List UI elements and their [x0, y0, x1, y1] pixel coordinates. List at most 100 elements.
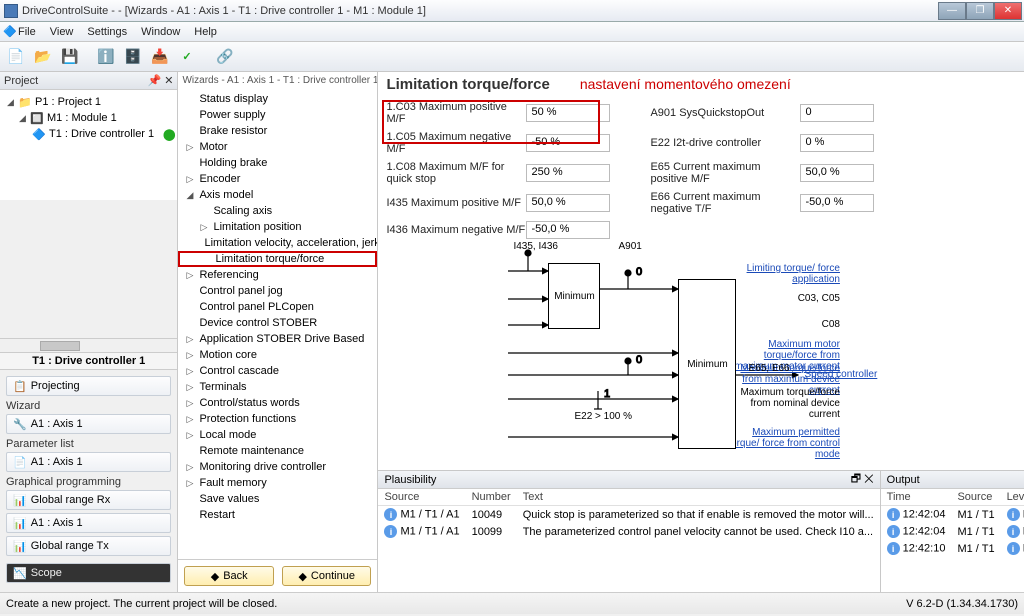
cfg-item[interactable]: ▷Monitoring drive controller	[178, 459, 377, 475]
cfg-item[interactable]: ▷Motion core	[178, 347, 377, 363]
cfg-item[interactable]: ▷Local mode	[178, 427, 377, 443]
param-label: 1.C05 Maximum negative M/F	[386, 131, 526, 155]
window-title: DriveControlSuite - - [Wizards - A1 : Ax…	[18, 5, 938, 17]
cfg-item[interactable]: Status display	[178, 91, 377, 107]
cfg-item[interactable]: ▷Fault memory	[178, 475, 377, 491]
cfg-item[interactable]: Holding brake	[178, 155, 377, 171]
page-title: Limitation torque/force	[386, 76, 549, 93]
gp-label: Graphical programming	[6, 476, 171, 488]
block-diagram: 0 0 1 I435, I436 A901 Limiting torque/ f…	[378, 241, 1024, 470]
param-value-r[interactable]: 0	[800, 104, 874, 122]
check-button[interactable]: ✓	[175, 45, 199, 69]
cfg-item[interactable]: ▷Application STOBER Drive Based	[178, 331, 377, 347]
cfg-item[interactable]: Scaling axis	[178, 203, 377, 219]
limiting-app-link[interactable]: Limiting torque/ force application	[747, 263, 840, 285]
param-value-r[interactable]: 0 %	[800, 134, 874, 152]
tree-drive[interactable]: 🔷T1 : Drive controller 1⬤	[2, 126, 175, 142]
cfg-item[interactable]: ▷Limitation position	[178, 219, 377, 235]
info-button[interactable]: ℹ️	[94, 45, 118, 69]
paramlist-label: Parameter list	[6, 438, 171, 450]
cfg-item[interactable]: ▷Control/status words	[178, 395, 377, 411]
output-table[interactable]: TimeSourceLevelTexti12:42:04M1 / T1iInfo…	[881, 489, 1024, 557]
gp-tx-button[interactable]: 📊 Global range Tx	[6, 536, 171, 556]
maximize-button[interactable]: ❐	[966, 2, 994, 20]
cfg-item[interactable]: Power supply	[178, 107, 377, 123]
cfg-item[interactable]: ▷Referencing	[178, 267, 377, 283]
table-row[interactable]: iM1 / T1 / A110099The parameterized cont…	[378, 523, 879, 540]
plausibility-title: Plausibility	[384, 474, 436, 486]
back-button[interactable]: ◆ Back	[184, 566, 274, 586]
cfg-item[interactable]: ▷Protection functions	[178, 411, 377, 427]
param-value-r[interactable]: 50,0 %	[800, 164, 874, 182]
svg-text:0: 0	[636, 266, 642, 278]
param-value[interactable]: -50 %	[526, 134, 610, 152]
max-ctrl-link[interactable]: Maximum permitted torque/ force from con…	[728, 427, 840, 460]
param-label-r: E66 Current maximum negative T/F	[650, 191, 800, 215]
table-row[interactable]: i12:42:10M1 / T1iInformationThe adjustme…	[881, 540, 1024, 557]
param-label: I435 Maximum positive M/F	[386, 197, 526, 209]
left-section-title: T1 : Drive controller 1	[0, 352, 177, 370]
new-button[interactable]: 📄	[4, 45, 28, 69]
param-value[interactable]: -50,0 %	[526, 221, 610, 239]
menu-settings[interactable]: Settings	[87, 26, 127, 38]
tree-project[interactable]: ◢📁P1 : Project 1	[2, 94, 175, 110]
scope-button[interactable]: 📉 Scope	[6, 563, 171, 583]
h-scrollbar[interactable]	[0, 338, 177, 352]
cfg-item[interactable]: Brake resistor	[178, 123, 377, 139]
cfg-item[interactable]: Limitation velocity, acceleration, jerk	[178, 235, 377, 251]
param-value[interactable]: 50,0 %	[526, 194, 610, 212]
plausibility-table[interactable]: SourceNumberTextiM1 / T1 / A110049Quick …	[378, 489, 879, 540]
gp-rx-button[interactable]: 📊 Global range Rx	[6, 490, 171, 510]
project-panel-header: Project📌 ✕	[0, 72, 177, 90]
cfg-item[interactable]: ▷Terminals	[178, 379, 377, 395]
continue-button[interactable]: ◆ Continue	[282, 566, 372, 586]
tree-module[interactable]: ◢🔲M1 : Module 1	[2, 110, 175, 126]
menu-window[interactable]: Window	[141, 26, 180, 38]
cfg-item[interactable]: ▷Control cascade	[178, 363, 377, 379]
cfg-item[interactable]: Control panel jog	[178, 283, 377, 299]
table-row[interactable]: iM1 / T1 / A110049Quick stop is paramete…	[378, 506, 879, 524]
param-value[interactable]: 50 %	[526, 104, 610, 122]
gp-axis-button[interactable]: 📊 A1 : Axis 1	[6, 513, 171, 533]
svg-text:0: 0	[636, 354, 642, 366]
cfg-item[interactable]: ▷Motor	[178, 139, 377, 155]
cfg-item[interactable]: Remote maintenance	[178, 443, 377, 459]
close-button[interactable]: ✕	[994, 2, 1022, 20]
config-tree[interactable]: Status displayPower supplyBrake resistor…	[178, 89, 377, 559]
table-row[interactable]: i12:42:04M1 / T1iInformationThe adjustme…	[881, 506, 1024, 524]
upload-button[interactable]: 📥	[148, 45, 172, 69]
param-value[interactable]: 250 %	[526, 164, 610, 182]
statusbar-text: Create a new project. The current projec…	[6, 598, 277, 610]
menu-help[interactable]: Help	[194, 26, 217, 38]
param-label-r: E22 I2t-drive controller	[650, 137, 800, 149]
wizard-label: Wizard	[6, 400, 171, 412]
open-button[interactable]: 📂	[31, 45, 55, 69]
param-value-r[interactable]: -50,0 %	[800, 194, 874, 212]
menu-file[interactable]: File	[18, 26, 36, 38]
link-button[interactable]: 🔗	[213, 45, 237, 69]
cfg-item[interactable]: ◢Axis model	[178, 187, 377, 203]
paramlist-axis-button[interactable]: 📄 A1 : Axis 1	[6, 452, 171, 472]
cfg-item[interactable]: Device control STOBER	[178, 315, 377, 331]
cfg-item[interactable]: Restart	[178, 507, 377, 523]
device-button[interactable]: 🗄️	[121, 45, 145, 69]
speed-controller-link[interactable]: Speed controller	[804, 369, 877, 380]
menu-view[interactable]: View	[50, 26, 74, 38]
svg-text:1: 1	[604, 388, 610, 400]
wizard-axis-button[interactable]: 🔧 A1 : Axis 1	[6, 414, 171, 434]
toolbar: 📄 📂 💾 ℹ️ 🗄️ 📥 ✓ 🔗	[0, 42, 1024, 72]
param-label-r: E65 Current maximum positive M/F	[650, 161, 800, 185]
projecting-button[interactable]: 📋 Projecting	[6, 376, 171, 396]
output-title: Output	[887, 474, 920, 486]
save-button[interactable]: 💾	[58, 45, 82, 69]
table-row[interactable]: i12:42:04M1 / T1iInformationThe configur…	[881, 523, 1024, 540]
param-label-r: A901 SysQuickstopOut	[650, 107, 800, 119]
app-icon	[4, 4, 18, 18]
cfg-item[interactable]: ▷Encoder	[178, 171, 377, 187]
page-subtitle-red: nastavení momentového omezení	[580, 76, 791, 92]
cfg-item[interactable]: Save values	[178, 491, 377, 507]
minimize-button[interactable]: —	[938, 2, 966, 20]
parameter-grid: 1.C03 Maximum positive M/F50 %A901 SysQu…	[386, 101, 1024, 239]
cfg-item[interactable]: Limitation torque/force	[178, 251, 377, 267]
cfg-item[interactable]: Control panel PLCopen	[178, 299, 377, 315]
